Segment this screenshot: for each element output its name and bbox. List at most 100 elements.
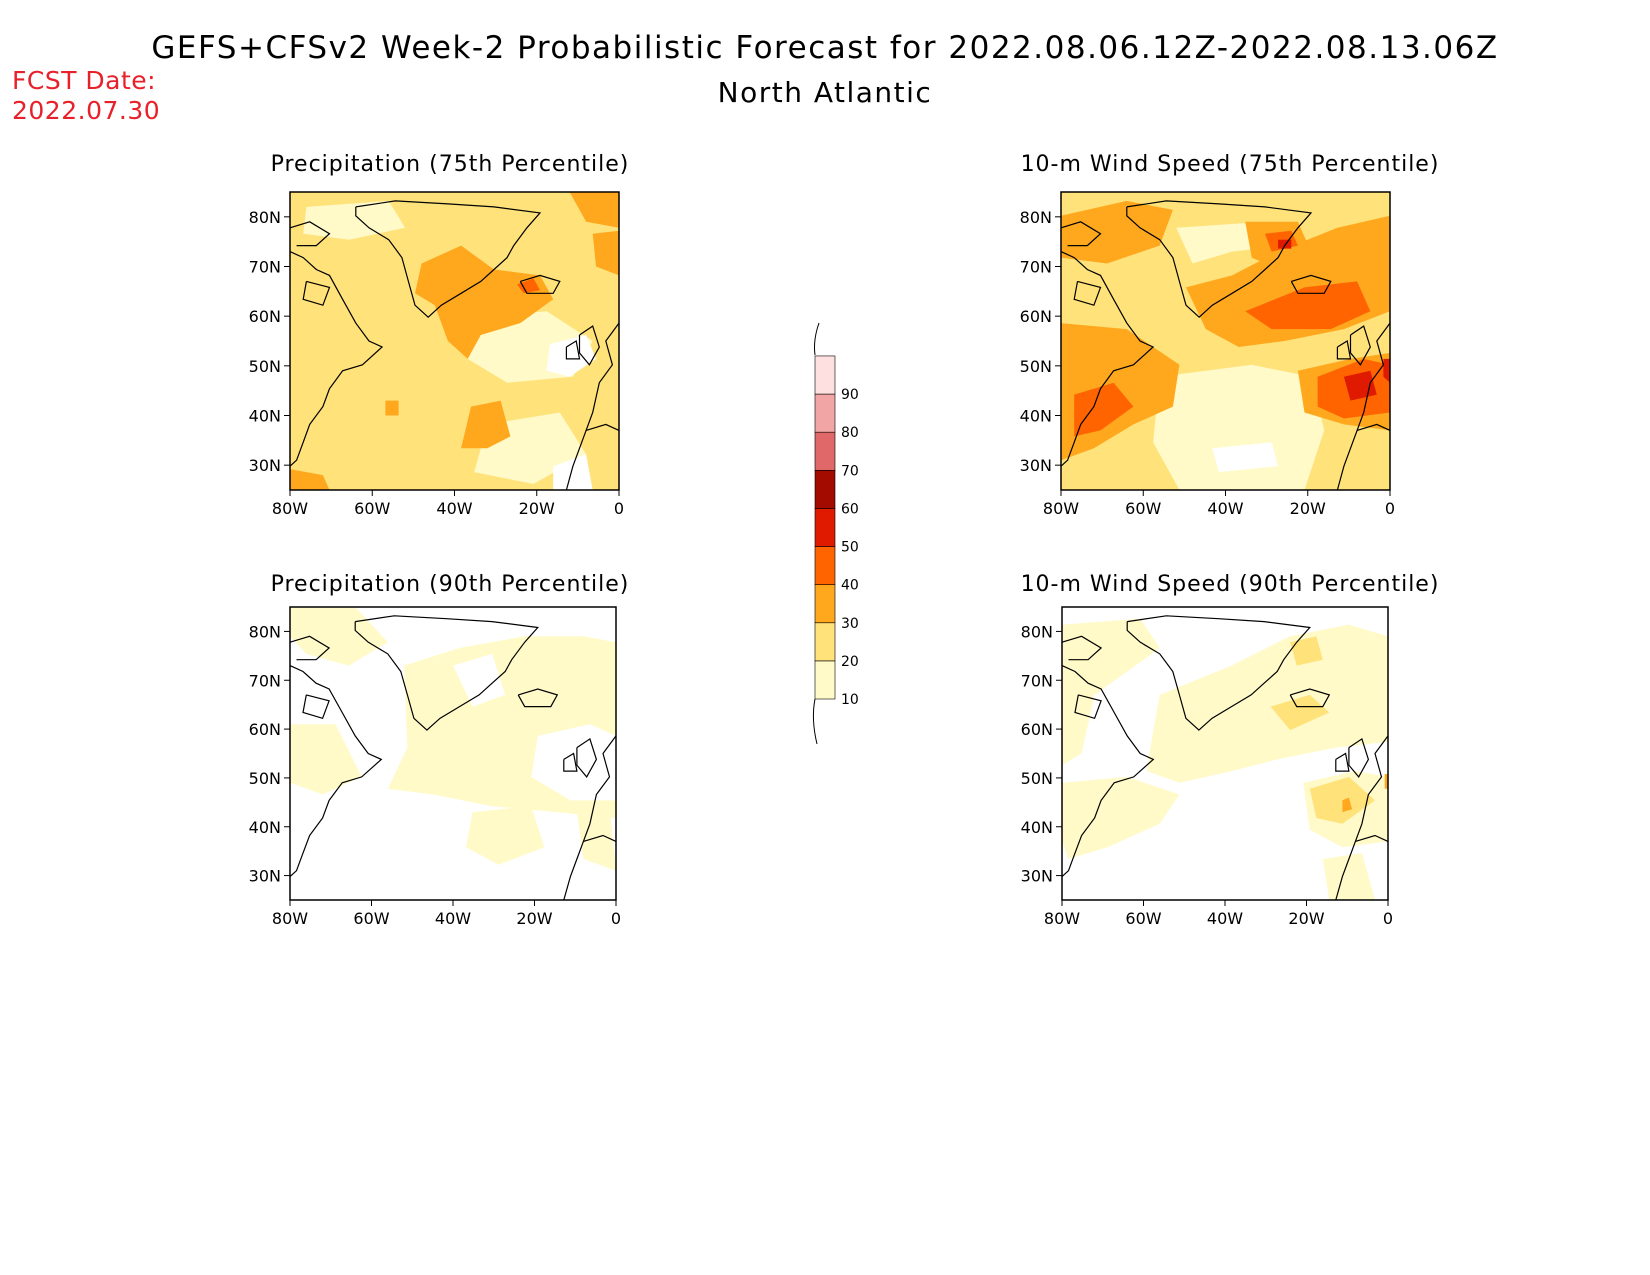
lat-tick-label: 40N (249, 818, 281, 837)
coastline (1289, 688, 1331, 708)
lon-tick-label: 40W (435, 909, 471, 928)
lat-tick-label: 50N (249, 769, 281, 788)
lon-tick-label: 20W (1288, 909, 1324, 928)
coastline (289, 221, 331, 247)
colorbar-end-arc (812, 698, 818, 745)
coastline (1356, 423, 1391, 431)
lon-tick-label: 20W (1290, 499, 1326, 518)
coastline (1348, 737, 1370, 778)
fcst-date-value: 2022.07.30 (12, 96, 161, 125)
lon-tick-label: 80W (1044, 909, 1080, 928)
lat-tick-label: 30N (249, 867, 281, 886)
coastline (1335, 735, 1389, 901)
lat-tick-label: 60N (1021, 720, 1053, 739)
lon-tick-label: 20W (519, 499, 555, 518)
map-panel-wind90: 80N 70N 60N 50N 40N 30N 80W 60W 40W 20W 0 (1021, 606, 1393, 928)
lon-tick-label: 0 (611, 909, 621, 928)
panel-title-wind75: 10-m Wind Speed (75th Percentile) (1020, 152, 1440, 177)
coastline (1073, 280, 1102, 306)
lat-tick-label: 60N (1020, 307, 1052, 326)
lon-tick-label: 40W (436, 499, 472, 518)
coastline (1060, 251, 1155, 467)
panel-title-wind90: 10-m Wind Speed (90th Percentile) (1020, 572, 1440, 597)
colorbar-label: 70 (841, 463, 859, 479)
colorbar-bin (814, 584, 836, 624)
shading-region (592, 230, 619, 276)
colorbar-bin (814, 660, 836, 700)
colorbar-label: 60 (841, 501, 859, 517)
lon-tick-label: 60W (354, 499, 390, 518)
shading-region (415, 245, 554, 359)
colorbar-label: 90 (841, 387, 859, 403)
shading-region (290, 469, 330, 490)
shading-region (1062, 776, 1180, 859)
coastline (1290, 274, 1332, 294)
colorbar-bin (814, 469, 836, 509)
coastline (289, 251, 384, 467)
shading-region (1342, 797, 1353, 813)
coastline (302, 694, 330, 720)
lat-tick-label: 60N (249, 307, 281, 326)
main-title: GEFS+CFSv2 Week-2 Probabilistic Forecast… (151, 30, 1499, 66)
map-panel-precip75: 80N 70N 60N 50N 40N 30N 80W 60W 40W 20W 0 (249, 191, 624, 518)
region-subtitle: North Atlantic (717, 76, 933, 109)
coastline (519, 274, 561, 294)
coastline (302, 280, 331, 306)
lon-tick-label: 80W (1043, 499, 1079, 518)
lon-tick-label: 0 (614, 499, 624, 518)
lon-tick-label: 60W (353, 909, 389, 928)
shading-region (1245, 281, 1371, 330)
coastline (576, 737, 598, 778)
coastline (1335, 752, 1350, 772)
lon-tick-label: 80W (272, 499, 308, 518)
lat-tick-label: 80N (1021, 622, 1053, 641)
coastline (565, 340, 581, 360)
lon-tick-label: 0 (1385, 499, 1395, 518)
shading-region (1270, 694, 1330, 731)
coastline (1061, 665, 1155, 878)
coastline (1074, 694, 1102, 720)
shading-region (517, 278, 540, 294)
lat-tick-label: 50N (1021, 769, 1053, 788)
lat-tick-label: 30N (249, 456, 281, 475)
shading-region (1322, 853, 1375, 900)
coastline (585, 423, 620, 431)
coastline (1061, 635, 1103, 661)
shading-region (1062, 618, 1160, 766)
colorbar-label: 30 (841, 616, 859, 632)
shading-region (1166, 636, 1225, 678)
coastline (354, 615, 540, 731)
lon-tick-label: 80W (272, 909, 308, 928)
shading-region (453, 653, 506, 707)
coastline (1060, 221, 1102, 247)
shading-region (1153, 364, 1325, 490)
coastline (583, 834, 617, 842)
shading-region (569, 192, 619, 228)
fcst-date: FCST Date: 2022.07.30 (12, 66, 160, 126)
shading-region (1212, 442, 1279, 473)
shading-region (553, 454, 593, 490)
coastline (1355, 834, 1389, 842)
colorbar-label: 20 (841, 654, 859, 670)
shading-region (1278, 239, 1292, 249)
coastline (578, 325, 600, 366)
lat-tick-label: 30N (1021, 867, 1053, 886)
shading-region (303, 200, 406, 240)
colorbar-label: 80 (841, 425, 859, 441)
colorbar-bin (814, 431, 836, 471)
lat-tick-label: 50N (249, 357, 281, 376)
coastline (289, 635, 331, 661)
colorbar-bin (814, 393, 836, 433)
shading-region (1074, 382, 1134, 437)
colorbar-bin (814, 546, 836, 585)
fcst-date-label: FCST Date: (12, 66, 157, 95)
shading-region (385, 400, 399, 416)
lon-tick-label: 60W (1125, 499, 1161, 518)
lon-tick-label: 0 (1383, 909, 1393, 928)
coastline (289, 665, 383, 878)
panel-title-precip90: Precipitation (90th Percentile) (270, 572, 630, 597)
map-panel-wind75: 80N 70N 60N 50N 40N 30N 80W 60W 40W 20W 0 (1020, 191, 1395, 518)
lat-tick-label: 40N (1020, 407, 1052, 426)
colorbar-bin (814, 355, 836, 395)
